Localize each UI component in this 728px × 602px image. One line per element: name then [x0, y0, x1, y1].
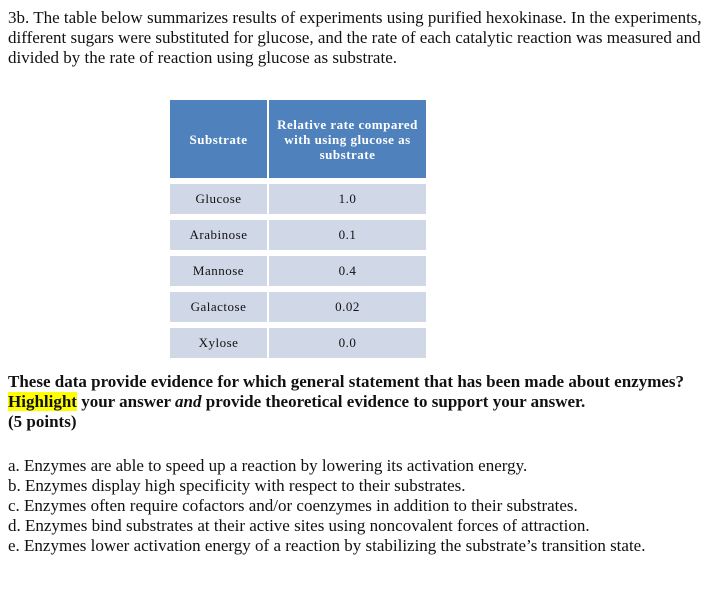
highlight-word: Highlight: [8, 392, 77, 411]
options: a. Enzymes are able to speed up a reacti…: [8, 456, 720, 556]
question-text: provide theoretical evidence to support …: [201, 392, 586, 411]
header-cell: Relative rate compared with using glucos…: [269, 100, 426, 178]
table-cell: Arabinose: [170, 220, 267, 250]
table-cell: Mannose: [170, 256, 267, 286]
table-cell: 0.4: [269, 256, 426, 286]
emphasis: and: [175, 392, 202, 411]
option: a. Enzymes are able to speed up a reacti…: [8, 456, 528, 475]
question-text: These data provide evidence for which ge…: [8, 372, 685, 391]
header-cell: Substrate: [170, 100, 267, 178]
table-row: Galactose 0.02: [170, 292, 426, 322]
table-cell: 0.02: [269, 292, 426, 322]
table-cell: Xylose: [170, 328, 267, 358]
header-row: Substrate Relative rate compared with us…: [170, 100, 426, 178]
option: b. Enzymes display high specificity with…: [8, 476, 466, 495]
table-row: Mannose 0.4: [170, 256, 426, 286]
question-text: your answer: [76, 392, 176, 411]
option: e. Enzymes lower activation energy of a …: [8, 536, 646, 555]
option: c. Enzymes often require cofactors and/o…: [8, 496, 578, 515]
table-row: Xylose 0.0: [170, 328, 426, 358]
points: (5 points): [8, 412, 77, 431]
table-cell: Glucose: [170, 184, 267, 214]
table-cell: 0.1: [269, 220, 426, 250]
table-row: Arabinose 0.1: [170, 220, 426, 250]
option: d. Enzymes bind substrates at their acti…: [8, 516, 590, 535]
question: These data provide evidence for which ge…: [8, 372, 720, 432]
table-cell: 0.0: [269, 328, 426, 358]
table-row: Glucose 1.0: [170, 184, 426, 214]
results-table: Substrate Relative rate compared with us…: [168, 94, 428, 364]
intro: 3b. The table below summarizes results o…: [8, 8, 702, 67]
table-cell: Galactose: [170, 292, 267, 322]
table-cell: 1.0: [269, 184, 426, 214]
